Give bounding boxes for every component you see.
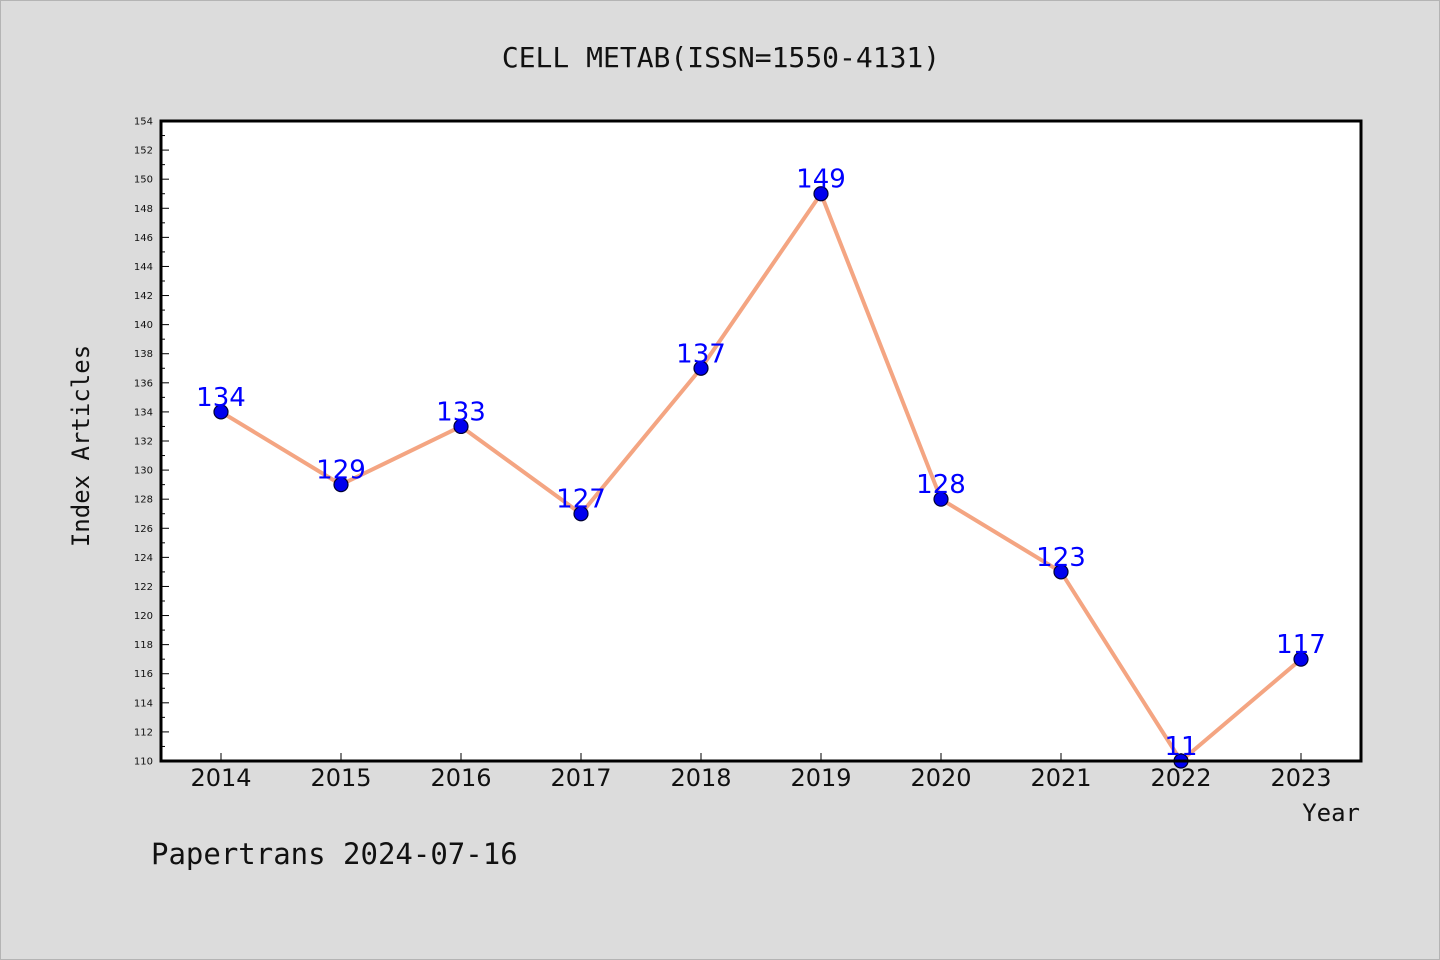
- data-label: 127: [556, 485, 606, 515]
- data-point-marker: [333, 477, 349, 493]
- chart-title: CELL METAB(ISSN=1550-4131): [502, 41, 940, 74]
- y-tick-label: 138: [134, 349, 153, 360]
- x-axis-title: Year: [1302, 799, 1360, 827]
- y-tick-label: 136: [134, 378, 153, 389]
- y-tick-label: 110: [134, 757, 153, 768]
- data-label: 134: [196, 383, 246, 413]
- x-tick-label: 2015: [310, 764, 371, 792]
- y-tick-label: 144: [134, 262, 153, 273]
- y-tick-label: 114: [134, 698, 153, 709]
- y-tick-label: 132: [134, 437, 153, 448]
- data-point-marker: [1293, 651, 1309, 667]
- data-label: 137: [676, 339, 726, 369]
- y-tick-label: 146: [134, 233, 153, 244]
- data-label: 129: [316, 456, 366, 486]
- data-point-marker: [1053, 564, 1069, 580]
- x-tick-label: 2018: [670, 764, 731, 792]
- y-tick-label: 142: [134, 291, 153, 302]
- x-tick-label: 2020: [910, 764, 971, 792]
- x-tick-label: 2021: [1030, 764, 1091, 792]
- data-label: 149: [796, 165, 846, 195]
- data-label-layer: 134 129 133 127 137 149 128 123 11 117: [196, 165, 1326, 762]
- y-tick-label: 152: [134, 146, 153, 157]
- y-tick-label: 112: [134, 727, 153, 738]
- y-tick-label: 116: [134, 669, 153, 680]
- x-tick-label: 2023: [1270, 764, 1331, 792]
- y-tick-label: 140: [134, 320, 153, 331]
- y-tick-label: 124: [134, 553, 153, 564]
- y-tick-label: 126: [134, 524, 153, 535]
- y-tick-label: 134: [134, 407, 153, 418]
- y-tick-label: 128: [134, 495, 153, 506]
- x-tick-label: 2014: [190, 764, 251, 792]
- y-axis-ticks: 110 112 114 116 118 120 122 124 126 128 130 132 134 1…: [134, 117, 169, 768]
- data-label: 11: [1164, 732, 1197, 762]
- plot-frame: [159, 119, 1363, 763]
- data-point-marker: [693, 360, 709, 376]
- data-point-marker: [213, 404, 229, 420]
- y-tick-label: 122: [134, 582, 153, 593]
- x-tick-label: 2019: [790, 764, 851, 792]
- data-point-marker: [453, 418, 469, 435]
- footer-credit: Papertrans 2024-07-16: [151, 837, 518, 871]
- y-tick-label: 154: [134, 117, 153, 128]
- data-label: 128: [916, 470, 966, 500]
- y-axis-title: Index Articles: [67, 345, 95, 547]
- x-tick-label: 2016: [430, 764, 491, 792]
- series-line: [219, 191, 1303, 763]
- plot-area: [161, 121, 1361, 761]
- y-tick-label: 118: [134, 640, 153, 651]
- y-tick-label: 130: [134, 466, 153, 477]
- data-label: 117: [1276, 630, 1326, 660]
- data-label: 123: [1036, 543, 1086, 573]
- x-tick-label: 2022: [1150, 764, 1211, 792]
- data-point-marker: [573, 506, 589, 522]
- data-point-marker: [933, 491, 949, 507]
- x-tick-label: 2017: [550, 764, 611, 792]
- data-label: 133: [436, 397, 486, 427]
- y-tick-label: 120: [134, 611, 153, 622]
- x-axis-ticks: 2014 2015 2016 2017 2018 2019 2020 2021 2022 2023: [190, 753, 1332, 792]
- y-tick-label: 148: [134, 204, 153, 215]
- y-tick-label: 150: [134, 175, 153, 186]
- data-point-marker: [813, 186, 829, 202]
